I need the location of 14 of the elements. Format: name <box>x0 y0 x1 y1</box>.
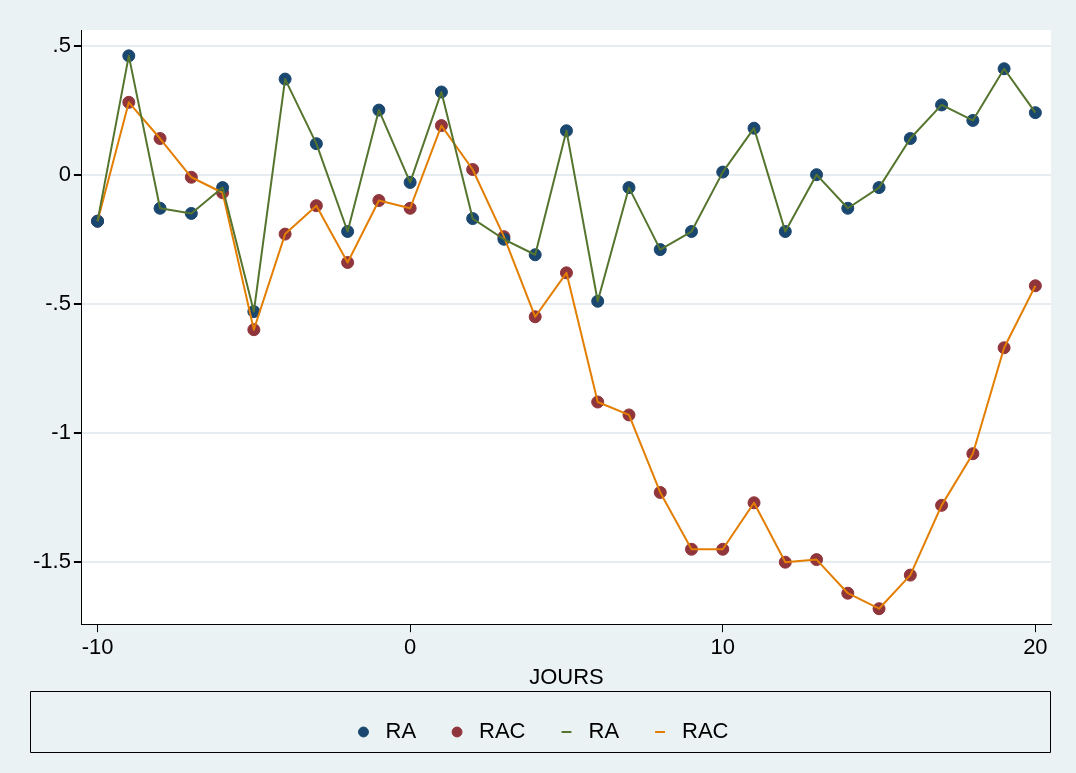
x-tick-label: -10 <box>81 634 114 660</box>
legend-label: RAC <box>682 718 729 744</box>
legend-label: RA <box>385 718 417 744</box>
y-tick-label: 0 <box>58 160 71 186</box>
y-tick-label: -.5 <box>45 289 71 315</box>
x-tick-label: 0 <box>404 634 417 660</box>
x-tick-label: 20 <box>1023 634 1048 660</box>
legend-label: RAC <box>479 718 526 744</box>
legend-label: RA <box>588 718 620 744</box>
y-tick-label: -1.5 <box>32 548 71 574</box>
x-tick-label: 10 <box>710 634 735 660</box>
y-tick-label: .5 <box>52 31 71 57</box>
y-tick-label: -1 <box>51 419 71 445</box>
x-axis-title: JOURS <box>529 663 604 689</box>
